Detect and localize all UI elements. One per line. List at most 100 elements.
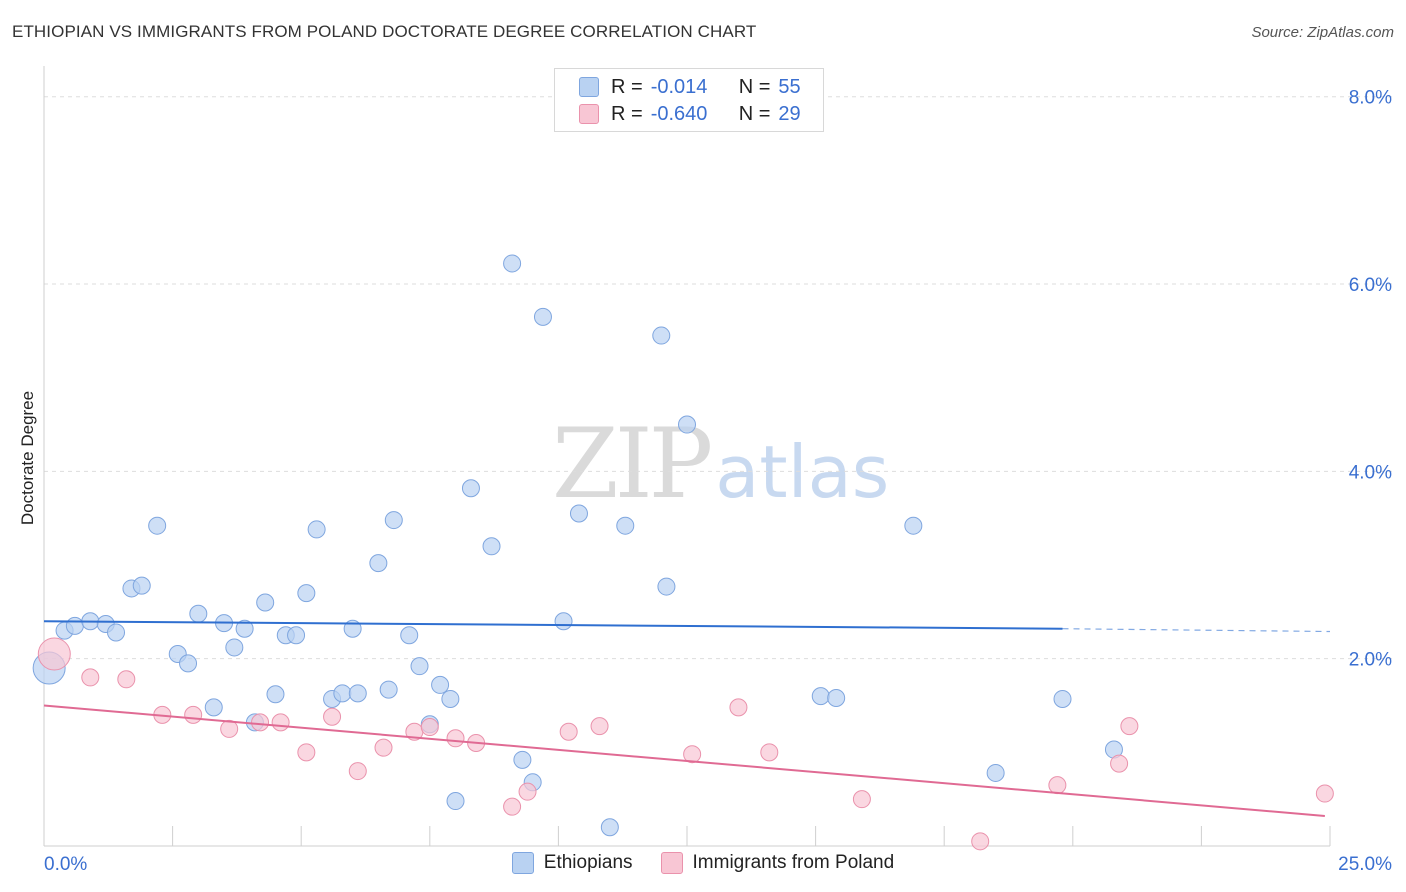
watermark-atlas: atlas	[715, 430, 890, 514]
poland-point	[503, 797, 522, 816]
legend-r-value: -0.640	[650, 102, 708, 125]
ethiopian-point	[65, 616, 84, 635]
poland-point	[81, 668, 100, 687]
poland-point	[683, 745, 702, 764]
legend-label-ethiopians: Ethiopians	[543, 852, 633, 873]
poland-point	[117, 670, 136, 689]
x-tick-label: 25.0%	[1338, 854, 1392, 875]
legend-r-label: R =	[611, 102, 643, 125]
ethiopian-point	[348, 684, 367, 703]
legend-row-poland: R = -0.640 N = 29	[579, 102, 801, 126]
ethiopian-point	[904, 516, 923, 535]
ethiopian-point	[461, 479, 480, 498]
correlation-legend: R = -0.014 N = 55 R = -0.640 N = 29	[554, 68, 824, 132]
ethiopian-point	[441, 689, 460, 708]
ethiopian-point	[482, 537, 501, 556]
ethiopian-point	[235, 619, 254, 638]
legend-row-ethiopians: R = -0.014 N = 55	[579, 75, 801, 99]
legend-label-poland: Immigrants from Poland	[692, 852, 895, 873]
series-legend: Ethiopians Immigrants from Poland	[0, 852, 1406, 874]
ethiopian-point	[446, 792, 465, 811]
poland-point	[590, 717, 609, 736]
ethiopian-point	[811, 687, 830, 706]
y-tick-label: 4.0%	[1349, 462, 1392, 483]
ethiopian-point	[616, 516, 635, 535]
y-axis-label: Doctorate Degree	[18, 390, 37, 526]
poland-point	[559, 722, 578, 741]
ethiopian-point	[400, 626, 419, 645]
ethiopian-point	[513, 750, 532, 769]
ethiopian-point	[107, 623, 126, 642]
ethiopian-point	[554, 612, 573, 631]
legend-n-label: N =	[738, 102, 771, 125]
ethiopian-point	[132, 576, 151, 595]
y-tick-label: 6.0%	[1349, 275, 1392, 296]
legend-swatch-pink	[660, 852, 683, 874]
ethiopian-point	[148, 516, 167, 535]
y-tick-label: 8.0%	[1349, 88, 1392, 109]
poland-point	[729, 698, 748, 717]
y-tick-label: 2.0%	[1349, 650, 1392, 671]
legend-item-ethiopians: Ethiopians	[511, 852, 633, 874]
legend-item-poland: Immigrants from Poland	[660, 852, 895, 874]
source-label: Source: ZipAtlas.com	[1251, 24, 1394, 41]
ethiopian-trend-extension	[1062, 628, 1331, 633]
ethiopian-point	[384, 511, 403, 530]
ethiopian-point	[307, 520, 326, 539]
ethiopian-point	[379, 680, 398, 699]
ethiopian-point	[256, 593, 275, 612]
poland-point	[37, 637, 71, 671]
ethiopian-point	[503, 254, 522, 273]
poland-point	[184, 705, 203, 724]
x-tick-label: 0.0%	[44, 854, 87, 875]
ethiopian-point	[297, 584, 316, 603]
ethiopian-point	[204, 698, 223, 717]
legend-swatch-blue	[579, 77, 599, 97]
ethiopian-point	[369, 554, 388, 573]
poland-point	[1120, 717, 1139, 736]
poland-point	[271, 713, 290, 732]
poland-point	[348, 762, 367, 781]
poland-point	[518, 782, 537, 801]
ethiopian-point	[287, 626, 306, 645]
poland-point	[852, 790, 871, 809]
poland-point	[220, 719, 239, 738]
ethiopian-point	[333, 684, 352, 703]
poland-point	[1110, 754, 1129, 773]
legend-swatch-pink	[579, 104, 599, 124]
ethiopian-point	[657, 577, 676, 596]
ethiopian-point	[225, 638, 244, 657]
poland-point	[251, 713, 270, 732]
poland-point	[760, 743, 779, 762]
poland-trend-line	[43, 704, 1325, 818]
poland-point	[446, 729, 465, 748]
ethiopian-trend-line	[43, 620, 1063, 630]
ethiopian-point	[600, 818, 619, 837]
poland-point	[374, 738, 393, 757]
legend-r-label: R =	[611, 75, 643, 98]
poland-point	[1315, 784, 1334, 803]
poland-point	[297, 743, 316, 762]
ethiopian-point	[533, 307, 552, 326]
poland-point	[971, 832, 990, 851]
ethiopian-point	[827, 689, 846, 708]
legend-swatch-blue	[511, 852, 534, 874]
legend-n-value: 55	[778, 75, 801, 98]
chart-title: ETHIOPIAN VS IMMIGRANTS FROM POLAND DOCT…	[12, 22, 757, 41]
ethiopian-point	[569, 504, 588, 523]
legend-r-value: -0.014	[650, 75, 708, 98]
ethiopian-point	[266, 685, 285, 704]
ethiopian-point	[431, 675, 450, 694]
ethiopian-point	[1053, 689, 1072, 708]
legend-n-value: 29	[778, 102, 801, 125]
ethiopian-point	[179, 654, 198, 673]
ethiopian-point	[678, 415, 696, 434]
ethiopian-point	[410, 657, 429, 676]
ethiopian-point	[189, 604, 208, 623]
ethiopian-point	[652, 326, 671, 345]
ethiopian-point	[986, 763, 1005, 782]
legend-n-label: N =	[738, 75, 771, 98]
poland-point	[1048, 776, 1067, 795]
poland-point	[323, 707, 342, 726]
